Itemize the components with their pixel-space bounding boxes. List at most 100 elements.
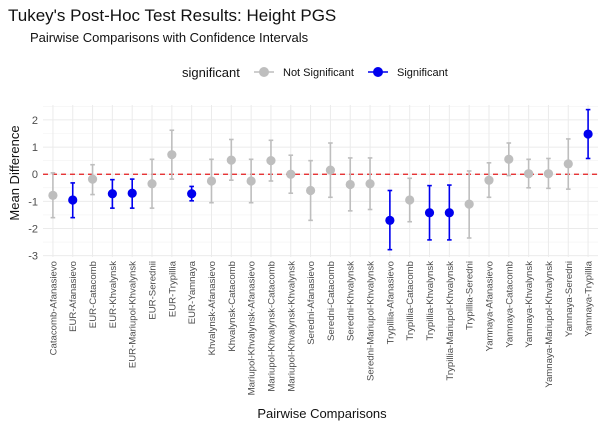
data-point xyxy=(147,179,157,189)
x-tick-label: Yamnaya-Seredni xyxy=(564,261,575,337)
x-tick-label: EUR-Mariupol-Khvalynsk xyxy=(128,261,139,368)
data-point xyxy=(187,189,197,199)
error-bar-point xyxy=(127,178,137,209)
error-bar-point xyxy=(345,157,355,212)
error-bar-point xyxy=(583,108,593,160)
x-tick-label: Seredni-Mariupol-Khvalynsk xyxy=(366,261,377,381)
legend: significant Not Significant Significant xyxy=(182,65,448,80)
legend-marker-significant xyxy=(373,67,383,77)
y-tick-label: 0 xyxy=(32,169,38,181)
x-tick-label: Yamnaya-Khvalynsk xyxy=(524,261,535,348)
legend-marker-not-significant xyxy=(259,67,269,77)
x-tick-label: EUR-Trypillia xyxy=(167,260,178,317)
legend-label-not-significant: Not Significant xyxy=(283,67,354,79)
x-tick-label: Trypillia-Afanasievo xyxy=(385,261,396,344)
error-bar-point xyxy=(48,172,58,219)
x-tick-label: Mariupol-Khvalynsk-Afanasievo xyxy=(247,261,258,395)
x-tick-label: Trypillia-Seredni xyxy=(465,261,476,330)
error-bar-point xyxy=(524,158,534,189)
data-point xyxy=(48,190,58,200)
data-point xyxy=(385,215,395,225)
data-point xyxy=(504,154,514,164)
data-point xyxy=(524,169,534,179)
x-tick-label: Trypillia-Catacomb xyxy=(405,261,416,341)
error-bar-point xyxy=(464,170,474,239)
data-point xyxy=(464,199,474,209)
data-point xyxy=(325,165,336,175)
data-point xyxy=(405,195,415,205)
x-tick-label: Seredni-Khvalynsk xyxy=(346,261,357,341)
x-tick-label: Khvalynsk-Catacomb xyxy=(227,261,238,352)
x-tick-label: Mariupol-Khvalynsk-Catacomb xyxy=(266,261,277,392)
x-tick-label: Trypillia-Mariupol-Khvalynsk xyxy=(445,261,456,381)
x-tick-label: EUR-Serednii xyxy=(148,261,159,320)
data-marks xyxy=(48,108,593,251)
error-bar-point xyxy=(543,157,554,190)
chart-title: Tukey's Post-Hoc Test Results: Height PG… xyxy=(8,6,336,25)
data-point xyxy=(583,129,593,139)
x-tick-label: Yamnaya-Mariupol-Khvalynsk xyxy=(544,261,555,388)
grid xyxy=(43,105,598,257)
data-point xyxy=(345,179,355,190)
x-tick-label: EUR-Yamnaya xyxy=(187,260,198,324)
error-bar-point xyxy=(563,138,573,190)
error-bar-point xyxy=(226,138,236,181)
x-tick-label: Trypillia-Khvalynsk xyxy=(425,261,436,341)
error-bar-point xyxy=(504,142,514,177)
data-point xyxy=(107,189,117,199)
error-bar-point xyxy=(246,158,256,204)
error-bar-point xyxy=(107,178,117,209)
x-axis-ticks: Catacomb-Afanasievo EUR-Afanasievo EUR-Cat… xyxy=(48,260,594,395)
error-bar-point xyxy=(484,162,494,199)
x-tick-label: Yamnaya-Trypillia xyxy=(584,260,595,336)
legend-title: significant xyxy=(182,65,240,80)
x-tick-label: Seredni-Afanasievo xyxy=(306,261,317,345)
data-point xyxy=(266,156,276,166)
x-tick-label: Catacomb-Afanasievo xyxy=(48,261,59,355)
error-bar-point xyxy=(206,158,217,204)
data-point xyxy=(206,176,217,186)
error-bar-point xyxy=(365,157,375,211)
y-tick-label: -3 xyxy=(28,251,38,263)
data-point xyxy=(444,208,454,218)
y-axis-label: Mean Difference xyxy=(7,125,22,220)
data-point xyxy=(543,169,554,179)
error-bar-point xyxy=(167,129,177,180)
data-point xyxy=(226,155,236,165)
data-point xyxy=(484,175,494,185)
data-point xyxy=(365,179,375,189)
error-bar-point xyxy=(305,159,316,222)
error-bar-point xyxy=(286,154,296,195)
y-axis-ticks: -3 -2 -1 0 1 2 xyxy=(28,115,38,263)
data-point xyxy=(68,195,78,205)
error-bar-point xyxy=(147,158,157,209)
error-bar-point xyxy=(385,189,395,251)
x-tick-label: EUR-Afanasievo xyxy=(68,261,79,332)
data-point xyxy=(127,188,137,198)
data-point xyxy=(87,174,98,184)
x-axis-label: Pairwise Comparisons xyxy=(257,406,387,421)
x-tick-label: Yamnaya-Catacomb xyxy=(504,261,515,348)
error-bar-point xyxy=(187,185,197,202)
error-bar-point xyxy=(266,139,276,182)
data-point xyxy=(167,150,177,160)
x-tick-label: EUR-Catacomb xyxy=(88,261,99,328)
x-tick-label: Mariupol-Khvalynsk-Khvalynsk xyxy=(286,261,297,392)
data-point xyxy=(246,176,256,186)
y-tick-label: 1 xyxy=(32,142,38,154)
error-bar-point xyxy=(87,163,98,196)
x-tick-label: Seredni-Catacomb xyxy=(326,261,337,341)
y-tick-label: -2 xyxy=(28,224,38,236)
legend-label-significant: Significant xyxy=(397,67,448,79)
x-tick-label: Khvalynsk-Afanasievo xyxy=(207,261,218,355)
y-tick-label: 2 xyxy=(32,115,38,127)
error-bar-point xyxy=(444,184,454,241)
data-point xyxy=(305,185,316,196)
y-tick-label: -1 xyxy=(28,196,38,208)
error-bar-point xyxy=(424,184,435,241)
error-bar-point xyxy=(405,177,415,223)
x-tick-label: EUR-Khvalynsk xyxy=(108,261,119,328)
data-point xyxy=(424,208,435,218)
data-point xyxy=(286,169,296,179)
